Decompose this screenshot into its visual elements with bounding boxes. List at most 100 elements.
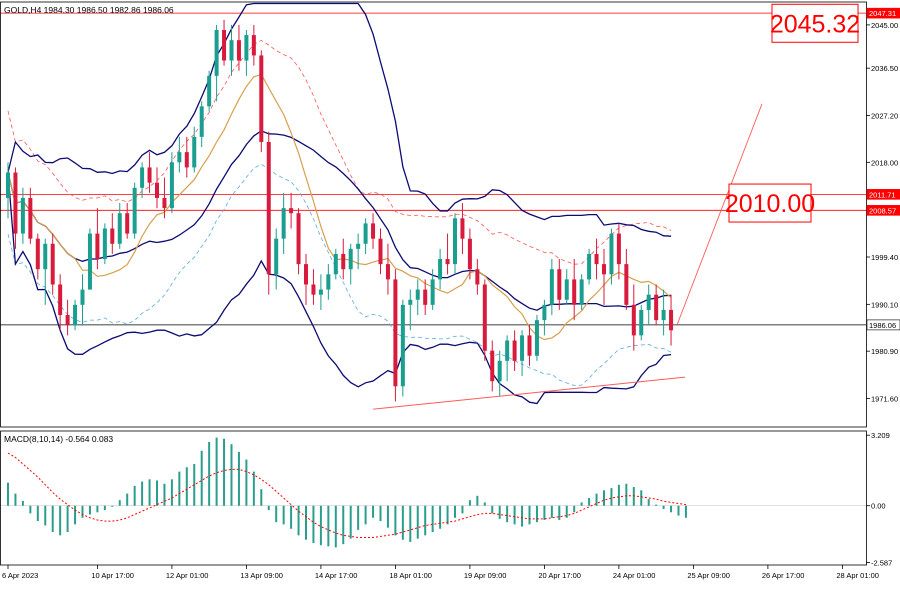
panel-frames xyxy=(0,1,867,566)
candle-body xyxy=(140,167,145,188)
price-tick-label: 2018.00 xyxy=(871,158,898,167)
candle-body xyxy=(587,253,592,280)
candle-body xyxy=(214,29,219,76)
candle-body xyxy=(177,152,182,163)
macd-panel-frame xyxy=(0,430,867,566)
candle-body xyxy=(557,269,562,300)
price-label-text: 2047.31 xyxy=(869,9,896,18)
candle-body xyxy=(609,233,614,275)
candle-body xyxy=(296,213,301,265)
candle-body xyxy=(542,304,547,321)
price-tick-label: 2027.20 xyxy=(871,112,898,121)
macd-layer xyxy=(0,437,866,548)
candle-body xyxy=(117,213,122,244)
candle-body xyxy=(669,309,674,331)
candle-body xyxy=(371,223,376,239)
trendlines-layer xyxy=(372,103,763,410)
candle-body xyxy=(73,304,78,326)
candle-body xyxy=(564,279,569,300)
horizontal-levels xyxy=(0,12,866,326)
x-tick-label: 13 Apr 09:00 xyxy=(240,571,283,580)
level-box xyxy=(771,3,859,43)
candle-body xyxy=(192,136,197,168)
candle-body xyxy=(646,294,651,310)
envelope-upper-line xyxy=(7,39,672,265)
candle-body xyxy=(333,253,338,275)
macd-header: MACD(8,10,14) -0.564 0.083 xyxy=(4,434,113,444)
candle-body xyxy=(616,233,621,265)
candle-body xyxy=(281,208,286,239)
candle-body xyxy=(460,218,465,239)
candle-body xyxy=(438,259,443,280)
price-label-text: 2011.71 xyxy=(869,190,896,199)
x-tick-label: 18 Apr 01:00 xyxy=(389,571,432,580)
bollinger-lower-line xyxy=(7,172,672,405)
candle-body xyxy=(65,315,70,326)
price-tick-label: 1980.90 xyxy=(871,347,898,356)
x-tick-label: 19 Apr 09:00 xyxy=(464,571,507,580)
envelope-lower-line xyxy=(7,163,672,386)
candle-body xyxy=(251,35,256,56)
bollinger-middle-line xyxy=(7,130,672,311)
support-trendline xyxy=(372,376,686,410)
candle-body xyxy=(184,152,189,168)
candle-body xyxy=(505,340,510,361)
candle-body xyxy=(430,279,435,305)
candle-body xyxy=(28,197,33,239)
candle-body xyxy=(423,289,428,305)
candle-body xyxy=(400,304,405,387)
candle-body xyxy=(520,335,525,361)
candle-body xyxy=(654,294,659,321)
candle-body xyxy=(207,75,212,107)
candle-body xyxy=(147,167,152,183)
candle-body xyxy=(482,284,487,351)
macd-tick-label: 0.00 xyxy=(871,502,886,511)
candle-body xyxy=(534,320,539,356)
candle-body xyxy=(408,299,413,305)
candle-body xyxy=(13,172,18,234)
candle-body xyxy=(304,264,308,285)
price-tick-label: 2045.00 xyxy=(871,21,898,30)
candle-body xyxy=(289,208,294,214)
x-tick-label: 25 Apr 09:00 xyxy=(687,571,730,580)
x-tick-label: 28 Apr 01:00 xyxy=(836,571,879,580)
candle-body xyxy=(661,309,666,321)
candle-body xyxy=(602,264,606,275)
candle-body xyxy=(58,284,63,316)
price-label-box xyxy=(866,189,900,200)
label-layer: GOLD,H4 1984.30 1986.50 1982.86 1986.06 … xyxy=(4,5,174,444)
candles-layer xyxy=(6,19,674,402)
candle-body xyxy=(125,213,130,234)
level-box-label: 2010.00 xyxy=(725,190,815,218)
candle-body xyxy=(594,253,599,265)
macd-tick-label: -2.587 xyxy=(871,559,892,568)
candle-body xyxy=(572,279,577,305)
candle-body xyxy=(631,304,636,336)
candle-body xyxy=(155,182,159,198)
axis-layer: 2045.00 2036.50 2027.20 2018.00 2008.57 1999.… xyxy=(2,3,900,580)
candle-body xyxy=(266,141,271,275)
bollinger-upper-line xyxy=(7,2,672,237)
candle-body xyxy=(378,238,383,265)
candle-body xyxy=(453,218,457,265)
candle-body xyxy=(393,279,398,387)
candle-body xyxy=(80,289,85,305)
candle-body xyxy=(445,259,450,265)
candle-body xyxy=(43,243,48,270)
candle-body xyxy=(415,289,420,300)
candle-body xyxy=(549,269,554,305)
price-panel-frame xyxy=(0,1,867,428)
x-tick-label: 26 Apr 17:00 xyxy=(762,571,805,580)
candle-body xyxy=(356,243,361,249)
candle-body xyxy=(229,40,234,61)
price-tick-label: 2036.50 xyxy=(871,64,898,73)
candle-body xyxy=(50,243,55,285)
candle-body xyxy=(348,248,353,270)
price-tick-label: 1971.60 xyxy=(871,394,898,403)
level-box xyxy=(728,183,812,223)
candle-body xyxy=(274,238,279,275)
candle-body xyxy=(35,238,40,270)
candle-body xyxy=(102,228,107,260)
